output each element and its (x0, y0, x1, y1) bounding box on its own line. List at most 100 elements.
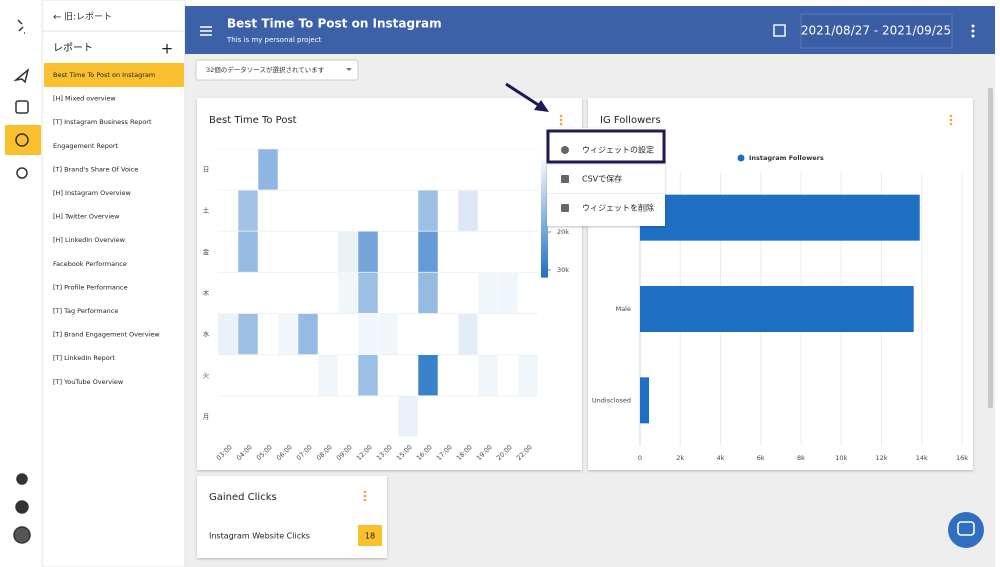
row-label: 火 (203, 371, 210, 379)
icon-rail (5, 19, 41, 544)
datasource-select[interactable] (195, 59, 359, 81)
nav-report-active[interactable] (5, 125, 41, 155)
logo[interactable] (17, 19, 25, 34)
sidebar-item[interactable]: [H] Instagram Overview (53, 189, 131, 197)
x-tick-label: 0 (638, 454, 642, 462)
nav-inbox[interactable] (15, 100, 29, 114)
menu-item[interactable]: ウィジェットを削除 (582, 203, 654, 213)
sidebar-item[interactable]: Best Time To Post on Instagram (53, 71, 155, 79)
row-label: 月 (203, 412, 210, 420)
sidebar-item[interactable]: [T] YouTube Overview (53, 378, 124, 386)
menu-icon (561, 146, 569, 154)
menu-item[interactable]: ウィジェットの設定 (582, 145, 654, 155)
x-tick-label: 4k (717, 454, 725, 462)
heat-cell (217, 313, 239, 355)
heat-cell (237, 313, 259, 355)
page-title: Best Time To Post on Instagram (227, 17, 442, 31)
heat-cell (237, 231, 259, 273)
sidebar-item[interactable]: [T] Instagram Business Report (53, 118, 152, 126)
menu-icon (561, 204, 569, 212)
heat-cell (297, 313, 319, 355)
widget-more[interactable] (559, 114, 563, 126)
y-tick-label: Male (616, 305, 631, 313)
heatmap-card (197, 98, 582, 470)
heat-cell (477, 354, 499, 397)
datasource-text[interactable]: 32個のデータソースが選択されています (206, 65, 325, 74)
heat-cell (357, 231, 379, 273)
scale-label: 20k (557, 228, 569, 236)
back-link[interactable]: 旧:レポート (64, 12, 112, 23)
date-picker[interactable] (800, 13, 953, 49)
scrollbar[interactable] (988, 88, 993, 408)
color-scale (541, 156, 548, 278)
dark-mode[interactable] (16, 473, 28, 485)
clicks-card (197, 476, 387, 558)
sidebar-item[interactable]: [T] Tag Performance (53, 307, 118, 315)
x-tick-label: 10k (835, 454, 847, 462)
select-caret (346, 68, 352, 71)
x-tick-label: 2k (676, 454, 684, 462)
nav-settings[interactable] (16, 167, 28, 179)
row-label: 木 (203, 288, 210, 297)
x-tick-label: 14k (916, 454, 928, 462)
avatar[interactable] (13, 526, 31, 544)
widget-more[interactable] (363, 490, 367, 502)
sidebar-item[interactable]: [T] LinkedIn Report (53, 354, 115, 362)
sidebar-item[interactable]: [H] LinkedIn Overview (53, 236, 126, 244)
sidebar-item[interactable]: Engagement Report (53, 142, 119, 150)
active-item-bg (44, 63, 184, 87)
nav-publish[interactable] (13, 67, 30, 84)
legend-label: Instagram Followers (749, 154, 824, 162)
menu-highlight (546, 129, 666, 164)
heat-cell (397, 395, 419, 438)
legend-swatch (737, 154, 745, 162)
annotation-arrow (505, 82, 541, 108)
date-range[interactable]: 2021/08/27 - 2021/09/25 (801, 24, 951, 38)
heat-cell (337, 272, 359, 314)
sidebar-item[interactable]: [H] Twitter Overview (53, 213, 120, 221)
menu-button[interactable] (200, 26, 212, 36)
sidebar (41, 0, 186, 567)
heat-cell (417, 272, 439, 314)
chat-icon (957, 521, 975, 536)
sidebar-item[interactable]: Facebook Performance (53, 260, 127, 268)
heat-cell (417, 354, 439, 397)
widget-title: Best Time To Post (209, 115, 297, 126)
add-widget[interactable] (773, 24, 786, 37)
heat-cell (377, 313, 399, 355)
x-tick-label: 8k (797, 454, 805, 462)
heat-cell (357, 354, 379, 397)
sidebar-item[interactable]: [T] Profile Performance (53, 283, 128, 291)
header-more[interactable] (971, 24, 975, 38)
heat-cell (497, 272, 519, 314)
clicks-value: 18 (365, 532, 375, 541)
heat-cell (257, 148, 279, 191)
sidebar-heading: レポート (53, 42, 93, 54)
heat-cell (317, 354, 339, 397)
menu-item[interactable]: CSVで保存 (582, 174, 622, 184)
y-tick-label: Undisclosed (592, 396, 631, 404)
help[interactable] (15, 500, 29, 514)
dynamic-layer: Best Time To Post on Instagram [H] Mixed … (44, 63, 968, 462)
scale-label: 30k (557, 266, 569, 274)
heat-cell (277, 313, 299, 355)
page-subtitle: This is my personal project (226, 36, 322, 44)
bar (640, 377, 650, 424)
add-report[interactable]: + (161, 40, 174, 58)
back-arrow[interactable]: ← (53, 12, 61, 23)
heat-cell (417, 231, 439, 273)
heat-cell (357, 313, 379, 355)
sidebar-item[interactable]: [T] Brand Engagement Overview (53, 331, 160, 339)
sidebar-item[interactable]: [H] Mixed overview (53, 95, 116, 103)
chat-button[interactable] (948, 512, 984, 548)
sidebar-item[interactable]: [T] Brand's Share Of Voice (53, 165, 138, 173)
widget-title: Gained Clicks (209, 492, 277, 503)
widget-more[interactable] (949, 114, 953, 126)
clicks-badge (358, 525, 382, 546)
bar (640, 286, 914, 332)
heat-cell (417, 189, 439, 232)
heat-cell (337, 231, 359, 273)
row-label: 金 (203, 247, 210, 256)
